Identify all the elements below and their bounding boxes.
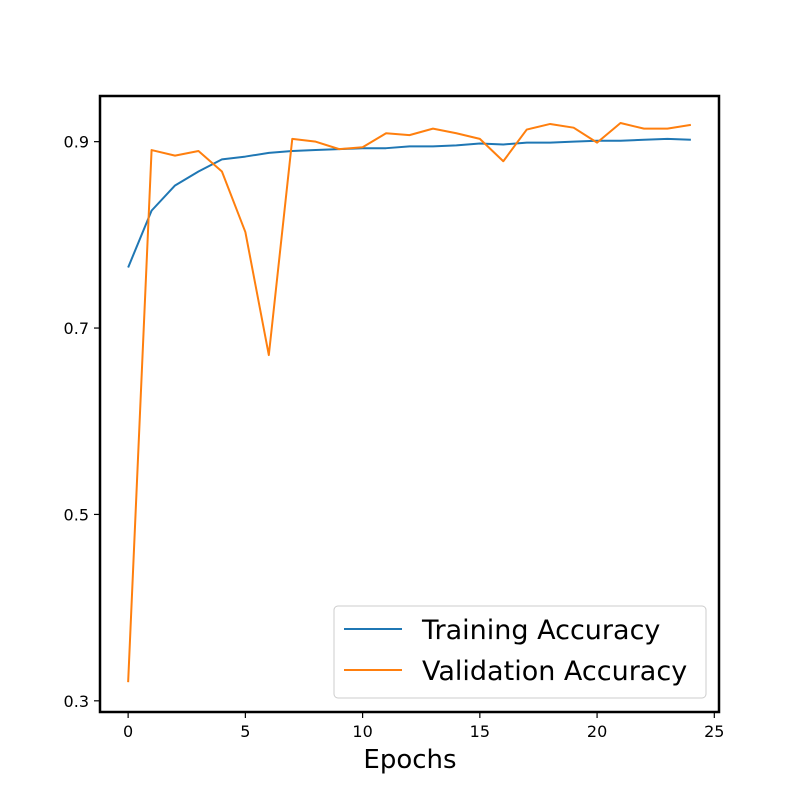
series-line-validation (127, 122, 692, 683)
x-tick-label: 10 (352, 722, 372, 741)
y-tick-label: 0.5 (64, 505, 89, 524)
y-tick-label: 0.7 (64, 319, 89, 338)
x-tick-label: 15 (470, 722, 490, 741)
x-tick-label: 0 (123, 722, 133, 741)
x-tick-label: 5 (240, 722, 250, 741)
x-axis-label: Epochs (363, 745, 456, 775)
x-tick-label: 25 (704, 722, 724, 741)
y-tick-label: 0.3 (64, 692, 89, 711)
legend: Training Accuracy Validation Accuracy (333, 605, 707, 699)
plot-frame (98, 94, 721, 714)
series-lines (127, 122, 692, 683)
axis-ticks: 0 5 10 15 20 25 0.3 0.5 0.7 0.9 (64, 133, 725, 741)
y-tick-label: 0.9 (64, 133, 89, 152)
legend-label-validation: Validation Accuracy (422, 656, 687, 687)
legend-box (333, 605, 707, 699)
legend-label-training: Training Accuracy (421, 615, 660, 646)
series-line-training (127, 137, 691, 268)
x-tick-label: 20 (587, 722, 607, 741)
